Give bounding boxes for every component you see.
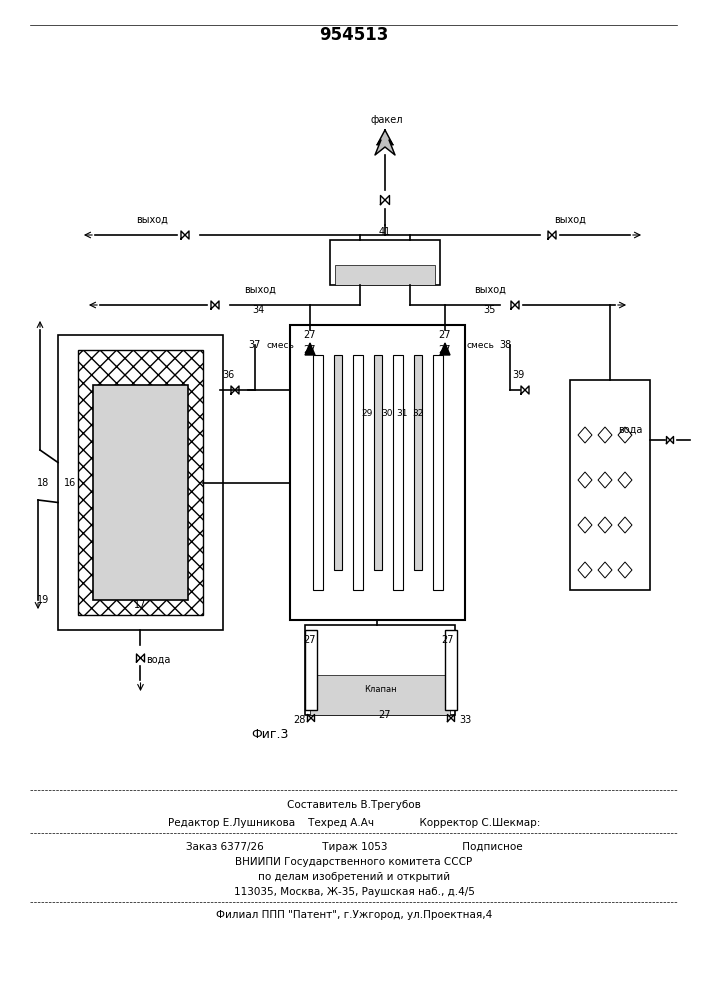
Text: 34: 34 [252, 305, 264, 315]
Bar [414, 355, 422, 570]
Polygon shape [375, 130, 395, 155]
Text: Фиг.3: Фиг.3 [251, 728, 288, 742]
Polygon shape [440, 343, 450, 355]
Bar [313, 355, 323, 590]
Text: Редактор Е.Лушникова    Техред А.Ач              Корректор С.Шекмар:: Редактор Е.Лушникова Техред А.Ач Коррект… [168, 818, 540, 828]
Text: 32: 32 [411, 409, 423, 418]
Text: по делам изобретений и открытий: по делам изобретений и открытий [258, 872, 450, 882]
Bar [93, 385, 188, 600]
Text: Заказ 6377/26                  Тираж 1053                       Подписное: Заказ 6377/26 Тираж 1053 Подписное [186, 842, 522, 852]
Text: 30: 30 [382, 409, 393, 418]
Bar [335, 265, 435, 285]
Bar [334, 355, 342, 570]
Text: 38: 38 [499, 340, 511, 350]
Bar [393, 355, 403, 590]
Text: выход: выход [136, 215, 168, 225]
Text: 27: 27 [304, 635, 316, 645]
Bar [374, 355, 382, 570]
Polygon shape [305, 343, 315, 355]
Bar [305, 630, 317, 710]
Text: 33: 33 [459, 715, 471, 725]
Text: 41: 41 [379, 227, 391, 237]
Text: вода: вода [146, 655, 170, 665]
Bar [310, 675, 450, 715]
Text: 17: 17 [134, 600, 146, 610]
Bar [58, 335, 223, 630]
Text: 16: 16 [64, 478, 76, 488]
Text: 36: 36 [222, 370, 234, 380]
Text: 31: 31 [397, 409, 408, 418]
Bar [330, 240, 440, 285]
Text: 29: 29 [362, 409, 373, 418]
Text: 27: 27 [379, 710, 391, 720]
Text: 19: 19 [37, 595, 49, 605]
Bar [290, 325, 465, 620]
Text: 27: 27 [304, 345, 316, 355]
Text: смесь: смесь [466, 340, 494, 350]
Bar [305, 625, 455, 715]
Text: 27: 27 [439, 345, 451, 355]
Text: 27: 27 [439, 330, 451, 340]
Text: 18: 18 [37, 478, 49, 488]
Bar [78, 350, 203, 615]
Text: выход: выход [244, 285, 276, 295]
Text: 954513: 954513 [320, 26, 389, 44]
Text: 27: 27 [442, 635, 455, 645]
Bar [570, 380, 650, 590]
Text: 35: 35 [484, 305, 496, 315]
Bar [433, 355, 443, 590]
Text: факел: факел [370, 115, 403, 125]
Text: 39: 39 [512, 370, 524, 380]
Text: 27: 27 [304, 330, 316, 340]
Text: Клапан: Клапан [363, 686, 397, 694]
Text: ВНИИПИ Государственного комитета СССР: ВНИИПИ Государственного комитета СССР [235, 857, 472, 867]
Text: выход: выход [474, 285, 506, 295]
Bar [445, 630, 457, 710]
Text: 28: 28 [293, 715, 305, 725]
Text: выход: выход [554, 215, 586, 225]
Text: вода: вода [618, 425, 642, 435]
Text: смесь: смесь [266, 340, 294, 350]
Text: Составитель В.Трегубов: Составитель В.Трегубов [287, 800, 421, 810]
Text: 113035, Москва, Ж-35, Раушская наб., д.4/5: 113035, Москва, Ж-35, Раушская наб., д.4… [233, 887, 474, 897]
Text: Филиал ППП "Патент", г.Ужгород, ул.Проектная,4: Филиал ППП "Патент", г.Ужгород, ул.Проек… [216, 910, 492, 920]
Bar [353, 355, 363, 590]
Text: 37: 37 [249, 340, 261, 350]
